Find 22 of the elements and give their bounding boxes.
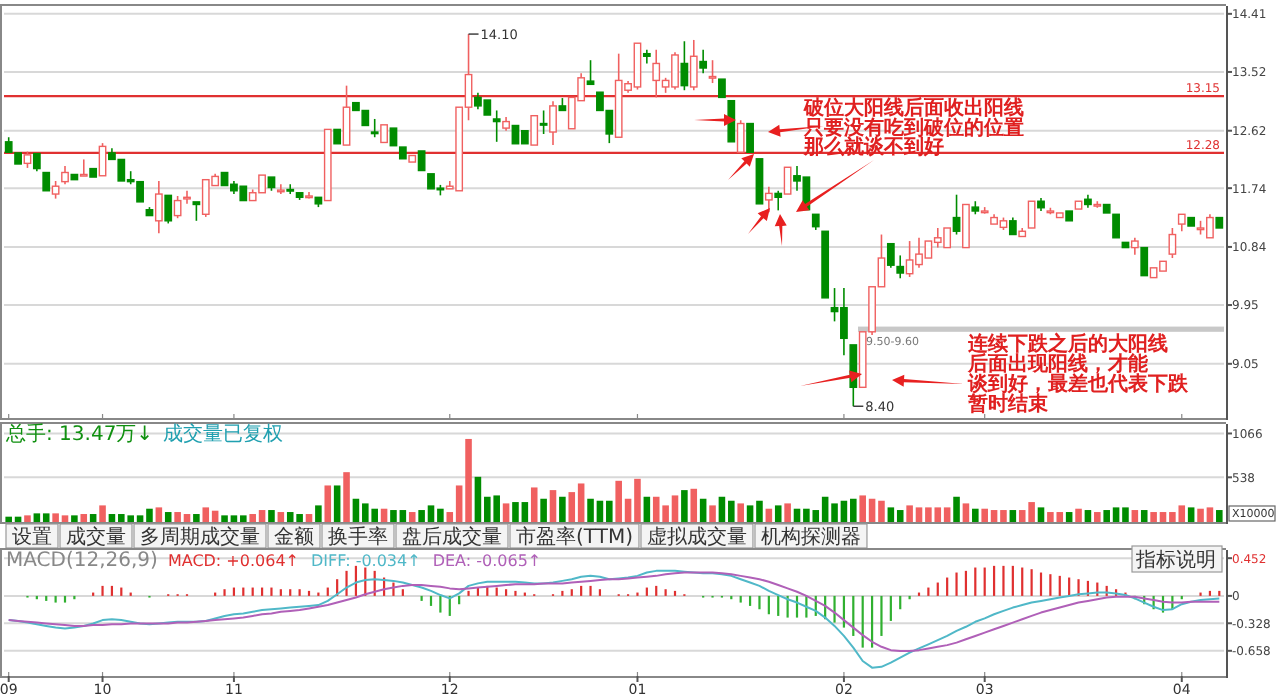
- annotation: 暂时结束: [966, 392, 1048, 416]
- chart-subtitle: 成交量已复权: [163, 422, 284, 446]
- text: 多周期成交量: [140, 525, 260, 549]
- text: 机构探测器: [760, 525, 861, 549]
- annotation: 谈到好，最差也代表下跌: [966, 372, 1190, 396]
- text: 虚拟成交量: [646, 525, 747, 549]
- annotation: 破位大阳线后面收出阳线: [802, 96, 1024, 120]
- annotation: 指标说明: [1134, 548, 1216, 572]
- series-label: MACD: +0.064↑: [167, 552, 299, 570]
- series-label: DIFF: -0.034↑: [310, 552, 421, 570]
- text: 金额: [274, 525, 314, 549]
- annotation: 只要没有吃到破位的位置: [802, 116, 1024, 140]
- text: 市盈率(TTM): [516, 525, 634, 549]
- chart-title: MACD(12,26,9): [6, 550, 159, 572]
- chart-title: 总手: 13.47万↓: [4, 422, 154, 446]
- text: 换手率: [328, 525, 388, 549]
- text: 盘后成交量: [402, 525, 502, 549]
- annotation: 连续下跌之后的大阳线: [966, 332, 1168, 356]
- text: 设置: [12, 525, 52, 549]
- annotation: 后面出现阳线，才能: [966, 352, 1150, 376]
- series-label: DEA: -0.065↑: [432, 552, 542, 570]
- text: 成交量: [66, 525, 126, 549]
